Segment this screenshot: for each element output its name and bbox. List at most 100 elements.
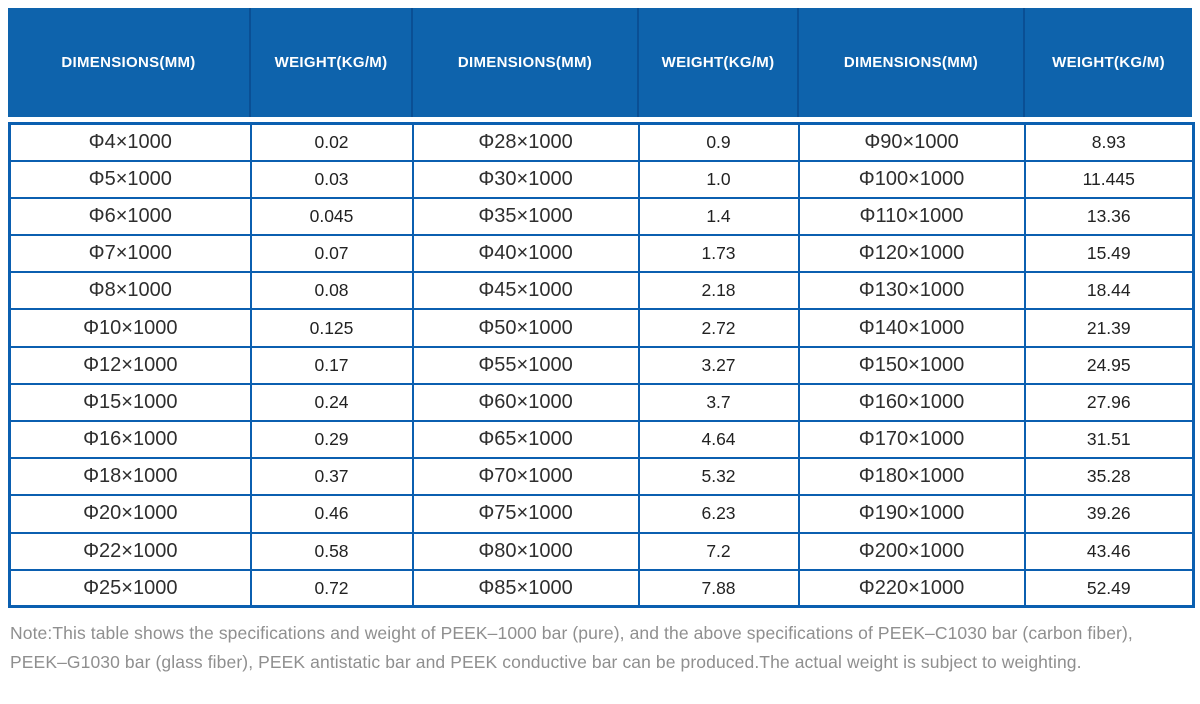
table-row: Φ10×1000 0.125 Φ50×1000 2.72 Φ140×1000 21.39 — [8, 308, 1195, 348]
table-row: Φ7×1000 0.07 Φ40×1000 1.73 Φ120×1000 15.49 — [8, 234, 1195, 274]
table-row: Φ6×1000 0.045 Φ35×1000 1.4 Φ110×1000 13.36 — [8, 196, 1195, 237]
table-row: Φ12×1000 0.17 Φ55×1000 3.27 Φ150×1000 24.95 — [8, 345, 1195, 385]
table-header-row: DIMENSIONS(MM) WEIGHT(KG/M) DIMENSIONS(MM)… — [8, 8, 1192, 117]
dimension-cell: Φ80×1000 — [411, 531, 640, 571]
weight-cell: 0.29 — [249, 419, 414, 460]
column-header-dimensions: DIMENSIONS(MM) — [411, 8, 637, 117]
weight-cell: 0.08 — [249, 271, 414, 311]
dimension-cell: Φ150×1000 — [797, 345, 1026, 385]
dimension-cell: Φ12×1000 — [8, 345, 252, 385]
dimension-cell: Φ30×1000 — [411, 159, 640, 199]
dimension-cell: Φ65×1000 — [411, 419, 640, 460]
table-row: Φ8×1000 0.08 Φ45×1000 2.18 Φ130×1000 18.44 — [8, 271, 1195, 311]
weight-cell: 0.9 — [637, 122, 800, 162]
weight-cell: 0.045 — [249, 196, 414, 237]
column-header-weight: WEIGHT(KG/M) — [1023, 8, 1192, 117]
weight-cell: 1.0 — [637, 159, 800, 199]
dimension-cell: Φ100×1000 — [797, 159, 1026, 199]
weight-cell: 0.24 — [249, 382, 414, 423]
weight-cell: 0.07 — [249, 234, 414, 274]
dimension-cell: Φ22×1000 — [8, 531, 252, 571]
dimension-cell: Φ180×1000 — [797, 457, 1026, 497]
dimension-cell: Φ60×1000 — [411, 382, 640, 423]
weight-cell: 0.125 — [249, 308, 414, 348]
table-body-wrap: Φ4×1000 0.02 Φ28×1000 0.9 Φ90×1000 8.93 Φ5×100… — [8, 122, 1195, 609]
dimension-cell: Φ50×1000 — [411, 308, 640, 348]
note-text: Note:This table shows the specifications… — [8, 619, 1192, 677]
weight-cell: 0.37 — [249, 457, 414, 497]
dimension-cell: Φ28×1000 — [411, 122, 640, 162]
dimension-cell: Φ130×1000 — [797, 271, 1026, 311]
weight-cell: 2.18 — [637, 271, 800, 311]
dimension-cell: Φ16×1000 — [8, 419, 252, 460]
dimension-cell: Φ160×1000 — [797, 382, 1026, 423]
weight-cell: 31.51 — [1023, 419, 1195, 460]
weight-cell: 52.49 — [1023, 568, 1195, 608]
weight-cell: 3.7 — [637, 382, 800, 423]
dimension-cell: Φ90×1000 — [797, 122, 1026, 162]
column-header-dimensions: DIMENSIONS(MM) — [797, 8, 1023, 117]
weight-cell: 3.27 — [637, 345, 800, 385]
dimension-cell: Φ20×1000 — [8, 494, 252, 534]
weight-cell: 27.96 — [1023, 382, 1195, 423]
weight-cell: 0.58 — [249, 531, 414, 571]
dimension-cell: Φ75×1000 — [411, 494, 640, 534]
dimension-cell: Φ40×1000 — [411, 234, 640, 274]
weight-cell: 0.02 — [249, 122, 414, 162]
weight-cell: 15.49 — [1023, 234, 1195, 274]
dimension-cell: Φ4×1000 — [8, 122, 252, 162]
weight-cell: 8.93 — [1023, 122, 1195, 162]
weight-cell: 4.64 — [637, 419, 800, 460]
weight-cell: 18.44 — [1023, 271, 1195, 311]
dimension-cell: Φ25×1000 — [8, 568, 252, 608]
table-row: Φ4×1000 0.02 Φ28×1000 0.9 Φ90×1000 8.93 — [8, 122, 1195, 162]
dimension-cell: Φ110×1000 — [797, 196, 1026, 237]
weight-cell: 0.72 — [249, 568, 414, 608]
weight-cell: 43.46 — [1023, 531, 1195, 571]
note-line-2: PEEK–G1030 bar (glass fiber), PEEK antis… — [10, 652, 1082, 673]
table-row: Φ16×1000 0.29 Φ65×1000 4.64 Φ170×1000 31.51 — [8, 419, 1195, 460]
dimension-cell: Φ35×1000 — [411, 196, 640, 237]
weight-cell: 5.32 — [637, 457, 800, 497]
weight-cell: 39.26 — [1023, 494, 1195, 534]
weight-cell: 6.23 — [637, 494, 800, 534]
weight-cell: 2.72 — [637, 308, 800, 348]
table-row: Φ25×1000 0.72 Φ85×1000 7.88 Φ220×1000 52.49 — [8, 568, 1195, 608]
weight-cell: 21.39 — [1023, 308, 1195, 348]
column-header-dimensions: DIMENSIONS(MM) — [61, 54, 196, 71]
column-header-weight: WEIGHT(KG/M) — [249, 8, 411, 117]
dimension-cell: Φ170×1000 — [797, 419, 1026, 460]
weight-cell: 0.03 — [249, 159, 414, 199]
table-row: Φ15×1000 0.24 Φ60×1000 3.7 Φ160×1000 27.96 — [8, 382, 1195, 423]
dimension-cell: Φ6×1000 — [8, 196, 252, 237]
dimension-cell: Φ18×1000 — [8, 457, 252, 497]
table-row: Φ18×1000 0.37 Φ70×1000 5.32 Φ180×1000 35.28 — [8, 457, 1195, 497]
dimension-cell: Φ140×1000 — [797, 308, 1026, 348]
dimension-cell: Φ70×1000 — [411, 457, 640, 497]
dimension-cell: Φ10×1000 — [8, 308, 252, 348]
spec-table: Φ4×1000 0.02 Φ28×1000 0.9 Φ90×1000 8.93 Φ5×100… — [8, 122, 1195, 609]
table-row: Φ20×1000 0.46 Φ75×1000 6.23 Φ190×1000 39.26 — [8, 494, 1195, 534]
weight-cell: 1.73 — [637, 234, 800, 274]
dimension-cell: Φ8×1000 — [8, 271, 252, 311]
dimension-cell: Φ7×1000 — [8, 234, 252, 274]
dimension-cell: Φ190×1000 — [797, 494, 1026, 534]
weight-cell: 0.17 — [249, 345, 414, 385]
dimension-cell: Φ5×1000 — [8, 159, 252, 199]
dimension-cell: Φ85×1000 — [411, 568, 640, 608]
note-line-1: Note:This table shows the specifications… — [10, 623, 1133, 644]
dimension-cell: Φ120×1000 — [797, 234, 1026, 274]
column-header-weight: WEIGHT(KG/M) — [637, 8, 797, 117]
weight-cell: 1.4 — [637, 196, 800, 237]
dimension-cell: Φ200×1000 — [797, 531, 1026, 571]
weight-cell: 11.445 — [1023, 159, 1195, 199]
weight-cell: 13.36 — [1023, 196, 1195, 237]
dimension-cell: Φ15×1000 — [8, 382, 252, 423]
dimension-cell: Φ55×1000 — [411, 345, 640, 385]
spec-table-body: Φ4×1000 0.02 Φ28×1000 0.9 Φ90×1000 8.93 Φ5×100… — [8, 122, 1195, 608]
weight-cell: 7.88 — [637, 568, 800, 608]
dimension-cell: Φ45×1000 — [411, 271, 640, 311]
weight-cell: 24.95 — [1023, 345, 1195, 385]
table-row: Φ22×1000 0.58 Φ80×1000 7.2 Φ200×1000 43.46 — [8, 531, 1195, 571]
